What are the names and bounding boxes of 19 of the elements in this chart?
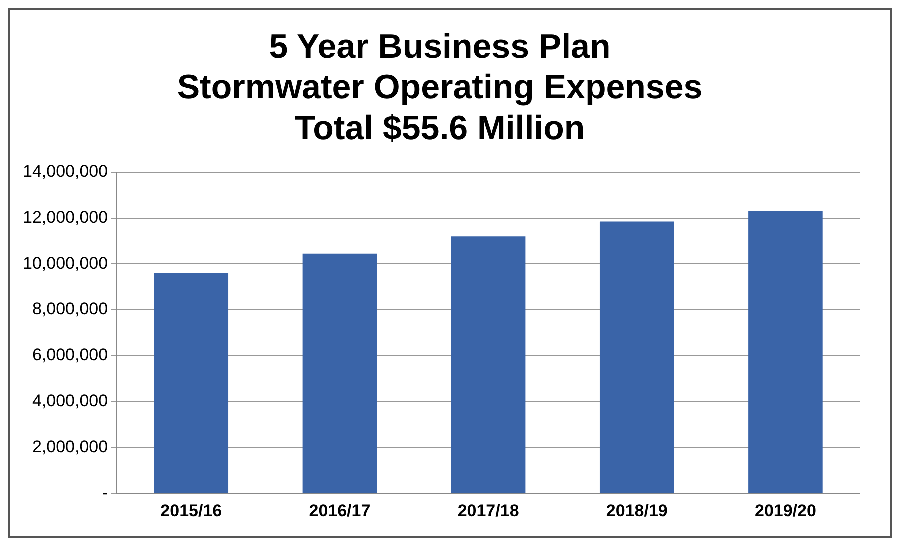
bar (748, 211, 823, 494)
y-tick-label: 6,000,000 (32, 346, 108, 365)
chart-title: 5 Year Business Plan Stormwater Operating Expenses Total $55.6 Million (177, 28, 703, 148)
y-tick-label: - (102, 483, 108, 502)
y-tick-label: 10,000,000 (22, 254, 108, 273)
x-tick-label: 2016/17 (309, 501, 371, 520)
x-tick-label: 2015/16 (160, 501, 222, 520)
x-tick-label: 2019/20 (754, 501, 816, 520)
y-tick-label: 12,000,000 (22, 208, 108, 227)
bar (451, 236, 526, 494)
x-tick-label: 2017/18 (458, 501, 520, 520)
x-tick-label: 2018/19 (606, 501, 668, 520)
bar (302, 254, 378, 494)
y-tick-label: 8,000,000 (32, 300, 108, 319)
y-tick-label: 2,000,000 (32, 437, 108, 456)
y-tick-label: 4,000,000 (32, 392, 108, 411)
y-tick-label: 14,000,000 (22, 162, 108, 182)
bar (600, 222, 674, 494)
bar (154, 273, 229, 494)
